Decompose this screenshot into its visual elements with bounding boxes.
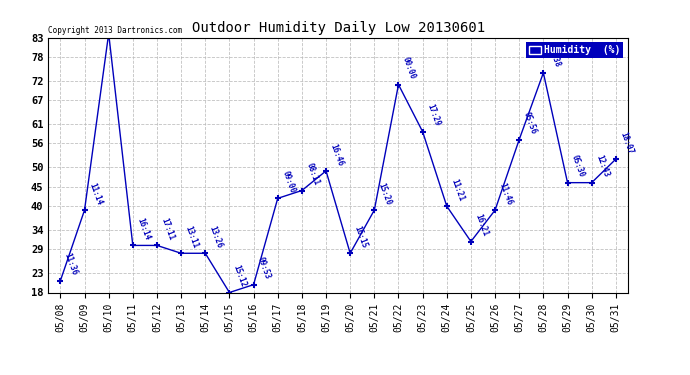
- Text: 08:11: 08:11: [304, 162, 321, 187]
- Text: 15:20: 15:20: [377, 182, 393, 206]
- Text: 09:53: 09:53: [256, 256, 273, 281]
- Text: 05:56: 05:56: [522, 111, 538, 136]
- Text: 17:29: 17:29: [425, 103, 442, 128]
- Text: 12:43: 12:43: [594, 154, 611, 179]
- Text: 16:14: 16:14: [135, 217, 152, 242]
- Text: 16:21: 16:21: [473, 213, 490, 238]
- Text: 13:11: 13:11: [184, 225, 200, 249]
- Text: 13:38: 13:38: [546, 44, 562, 69]
- Text: 11:36: 11:36: [63, 252, 79, 277]
- Text: 11:14: 11:14: [87, 182, 104, 206]
- Text: 15:12: 15:12: [232, 264, 248, 289]
- Text: 13:26: 13:26: [208, 225, 224, 249]
- Text: 16:46: 16:46: [328, 142, 345, 167]
- Title: Outdoor Humidity Daily Low 20130601: Outdoor Humidity Daily Low 20130601: [192, 21, 484, 35]
- Text: 09:00: 09:00: [280, 170, 297, 194]
- Text: 16:17: 16:17: [0, 374, 1, 375]
- Text: 16:15: 16:15: [353, 225, 369, 249]
- Text: Copyright 2013 Dartronics.com: Copyright 2013 Dartronics.com: [48, 26, 182, 35]
- Text: 18:07: 18:07: [618, 130, 635, 155]
- Text: 11:46: 11:46: [497, 182, 514, 206]
- Text: 05:30: 05:30: [570, 154, 586, 179]
- Text: 00:00: 00:00: [401, 56, 417, 81]
- Text: 17:11: 17:11: [159, 217, 176, 242]
- Legend: Humidity  (%): Humidity (%): [526, 42, 623, 58]
- Text: 11:21: 11:21: [449, 177, 466, 202]
